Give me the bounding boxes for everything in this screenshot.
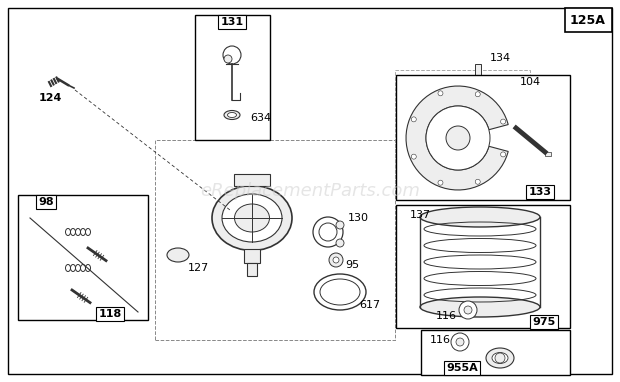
Bar (545, 152, 551, 156)
Circle shape (336, 221, 344, 229)
Bar (421, 330, 570, 375)
Circle shape (333, 257, 339, 263)
Ellipse shape (314, 274, 366, 310)
Bar (155, 140, 395, 340)
Ellipse shape (320, 279, 360, 305)
Bar (565, 8, 612, 32)
Circle shape (438, 180, 443, 185)
Circle shape (495, 353, 505, 363)
Ellipse shape (492, 353, 508, 364)
Text: 133: 133 (528, 187, 552, 197)
Ellipse shape (167, 248, 189, 262)
Ellipse shape (212, 186, 292, 251)
Text: 98: 98 (38, 197, 54, 207)
Text: 131: 131 (221, 17, 244, 27)
Text: 137: 137 (409, 210, 430, 220)
Bar (473, 80, 483, 96)
Ellipse shape (420, 207, 540, 227)
Text: 617: 617 (360, 300, 381, 310)
Circle shape (411, 154, 416, 159)
Circle shape (459, 301, 477, 319)
Text: 955A: 955A (446, 363, 478, 373)
Circle shape (456, 338, 464, 346)
Ellipse shape (228, 113, 236, 118)
Bar (247, 263, 257, 276)
Circle shape (500, 119, 505, 124)
Text: 124: 124 (38, 93, 61, 103)
Text: 116: 116 (435, 311, 456, 321)
Text: 127: 127 (187, 263, 208, 273)
Text: 975: 975 (533, 317, 556, 327)
Circle shape (319, 223, 337, 241)
Bar (395, 70, 530, 190)
Text: 634: 634 (250, 113, 271, 123)
Bar (244, 249, 260, 263)
Ellipse shape (224, 110, 240, 120)
Circle shape (411, 117, 416, 122)
Text: 118: 118 (99, 309, 122, 319)
Circle shape (223, 46, 241, 64)
Ellipse shape (420, 297, 540, 317)
Circle shape (476, 92, 480, 97)
Bar (476, 96, 480, 106)
Text: 134: 134 (489, 53, 510, 63)
Bar (475, 64, 481, 80)
Circle shape (426, 106, 490, 170)
Bar (234, 174, 270, 186)
Circle shape (451, 333, 469, 351)
Circle shape (438, 91, 443, 96)
Bar (396, 205, 570, 328)
Text: 130: 130 (347, 213, 368, 223)
Bar (396, 75, 570, 200)
Circle shape (336, 239, 344, 247)
Ellipse shape (313, 217, 343, 247)
Circle shape (329, 253, 343, 267)
Bar (18, 195, 148, 320)
Ellipse shape (222, 194, 282, 242)
Ellipse shape (234, 204, 270, 232)
Circle shape (500, 152, 505, 157)
Text: 104: 104 (520, 77, 541, 87)
Circle shape (476, 179, 480, 184)
Circle shape (464, 306, 472, 314)
Text: 95: 95 (345, 260, 359, 270)
Polygon shape (406, 86, 508, 190)
Bar (195, 15, 270, 140)
Text: 116: 116 (430, 335, 451, 345)
Circle shape (224, 55, 232, 63)
Text: eReplacementParts.com: eReplacementParts.com (200, 182, 420, 200)
Circle shape (446, 126, 470, 150)
Text: 125A: 125A (570, 13, 606, 26)
Ellipse shape (486, 348, 514, 368)
